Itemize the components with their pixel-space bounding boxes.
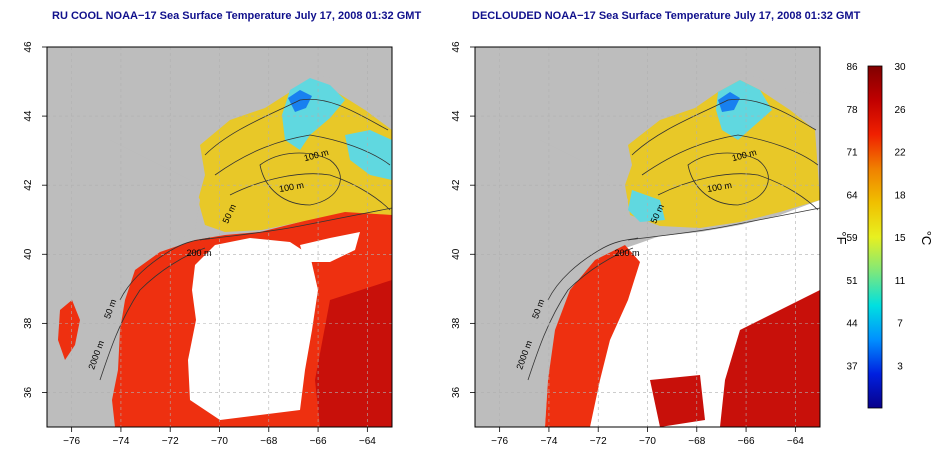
colorbar bbox=[867, 65, 883, 409]
colorbar-c-tick: 30 bbox=[894, 62, 906, 73]
y-tick-label: 38 bbox=[23, 317, 34, 329]
y-tick-label: 36 bbox=[23, 386, 34, 398]
contour-label: 200 m bbox=[186, 248, 211, 258]
colorbar-c-tick: 3 bbox=[897, 361, 903, 372]
x-tick-label: −70 bbox=[639, 436, 656, 447]
y-tick-label: 40 bbox=[23, 248, 34, 260]
x-tick-label: −68 bbox=[688, 436, 705, 447]
gulf-of-maine-water bbox=[198, 80, 392, 232]
gulf-of-maine-water bbox=[625, 80, 820, 228]
bathymetry-contours bbox=[99, 98, 392, 381]
colorbar-c-tick: 11 bbox=[895, 276, 906, 287]
colorbar-f-tick: 59 bbox=[846, 233, 858, 244]
y-tick-label: 44 bbox=[451, 110, 462, 122]
x-tick-label: −64 bbox=[359, 436, 376, 447]
x-tick-label: −76 bbox=[491, 436, 508, 447]
celsius-label: °C bbox=[919, 231, 934, 246]
y-tick-label: 42 bbox=[23, 179, 34, 191]
x-tick-label: −72 bbox=[162, 436, 179, 447]
axes-right: −76 −74 −72 −70 −68 −66 −64 46 44 42 40 38 36 bbox=[451, 41, 804, 447]
x-tick-label: −74 bbox=[540, 436, 557, 447]
colorbar-c-tick: 18 bbox=[894, 190, 906, 201]
panel-title-left: RU COOL NOAA−17 Sea Surface Temperature … bbox=[52, 10, 422, 22]
colorbar-f-tick: 51 bbox=[846, 276, 858, 287]
x-tick-label: −66 bbox=[310, 436, 327, 447]
colorbar-c-tick: 26 bbox=[894, 105, 906, 116]
x-tick-label: −70 bbox=[211, 436, 228, 447]
sst-map-left bbox=[47, 47, 392, 427]
cool-water-east bbox=[345, 130, 392, 180]
nova-scotia-land bbox=[280, 47, 392, 95]
nova-scotia-land bbox=[708, 47, 820, 95]
x-tick-label: −68 bbox=[260, 436, 277, 447]
y-tick-label: 46 bbox=[451, 41, 462, 53]
warm-water-dark-2 bbox=[650, 375, 705, 427]
x-tick-label: −72 bbox=[590, 436, 607, 447]
y-tick-label: 44 bbox=[23, 110, 34, 122]
cloud-cover-small bbox=[300, 232, 360, 262]
colorbar-f-tick: 78 bbox=[846, 105, 858, 116]
coast-land bbox=[47, 110, 200, 427]
coast-land bbox=[475, 110, 628, 427]
colorbar-c-tick: 7 bbox=[897, 319, 903, 330]
cold-water bbox=[718, 92, 740, 112]
fahrenheit-label: °F bbox=[834, 231, 849, 244]
cloud-cover bbox=[188, 238, 318, 420]
contour-label: 100 m bbox=[278, 180, 304, 194]
sst-map-right bbox=[475, 47, 820, 427]
warm-water-dark bbox=[315, 280, 392, 427]
contour-label: 200 m bbox=[614, 248, 639, 258]
y-tick-label: 46 bbox=[23, 41, 34, 53]
colorbar-f-tick: 44 bbox=[846, 319, 858, 330]
colorbar-f-tick: 64 bbox=[846, 190, 858, 201]
x-tick-label: −64 bbox=[787, 436, 804, 447]
warm-water bbox=[545, 245, 640, 427]
axes-left: −76 −74 −72 −70 −68 −66 −64 46 44 42 40 38 36 bbox=[23, 41, 376, 447]
panel-title-right: DECLOUDED NOAA−17 Sea Surface Temperatur… bbox=[472, 10, 861, 22]
colorbar-f-tick: 71 bbox=[846, 148, 858, 159]
colorbar-f-tick: 37 bbox=[846, 361, 858, 372]
cool-water-west bbox=[628, 190, 665, 222]
y-tick-label: 36 bbox=[451, 386, 462, 398]
y-tick-label: 38 bbox=[451, 317, 462, 329]
colorbar-c-tick: 15 bbox=[894, 233, 906, 244]
bathymetry-contours bbox=[527, 98, 820, 381]
x-tick-label: −66 bbox=[738, 436, 755, 447]
y-tick-label: 40 bbox=[451, 248, 462, 260]
cold-water bbox=[288, 90, 312, 112]
y-tick-label: 42 bbox=[451, 179, 462, 191]
colorbar-ticks: 86 78 71 64 59 51 44 37 30 26 22 18 15 11 7 3 bbox=[846, 62, 906, 372]
colorbar-f-tick: 86 bbox=[846, 62, 858, 73]
colorbar-c-tick: 22 bbox=[894, 148, 906, 159]
chesapeake-water bbox=[58, 300, 80, 360]
contour-label: 100 m bbox=[706, 180, 732, 194]
x-tick-label: −76 bbox=[63, 436, 80, 447]
x-tick-label: −74 bbox=[112, 436, 129, 447]
